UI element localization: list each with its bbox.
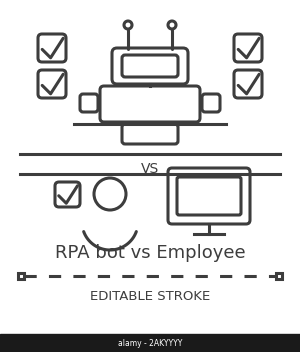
Bar bbox=[18, 273, 24, 279]
Bar bbox=[276, 273, 282, 279]
Text: alamy - 2AKYYYY: alamy - 2AKYYYY bbox=[118, 339, 182, 347]
Text: EDITABLE STROKE: EDITABLE STROKE bbox=[90, 290, 210, 303]
Bar bbox=[0, 334, 300, 352]
Text: VS: VS bbox=[141, 162, 159, 176]
Text: RPA bot vs Employee: RPA bot vs Employee bbox=[55, 244, 245, 262]
